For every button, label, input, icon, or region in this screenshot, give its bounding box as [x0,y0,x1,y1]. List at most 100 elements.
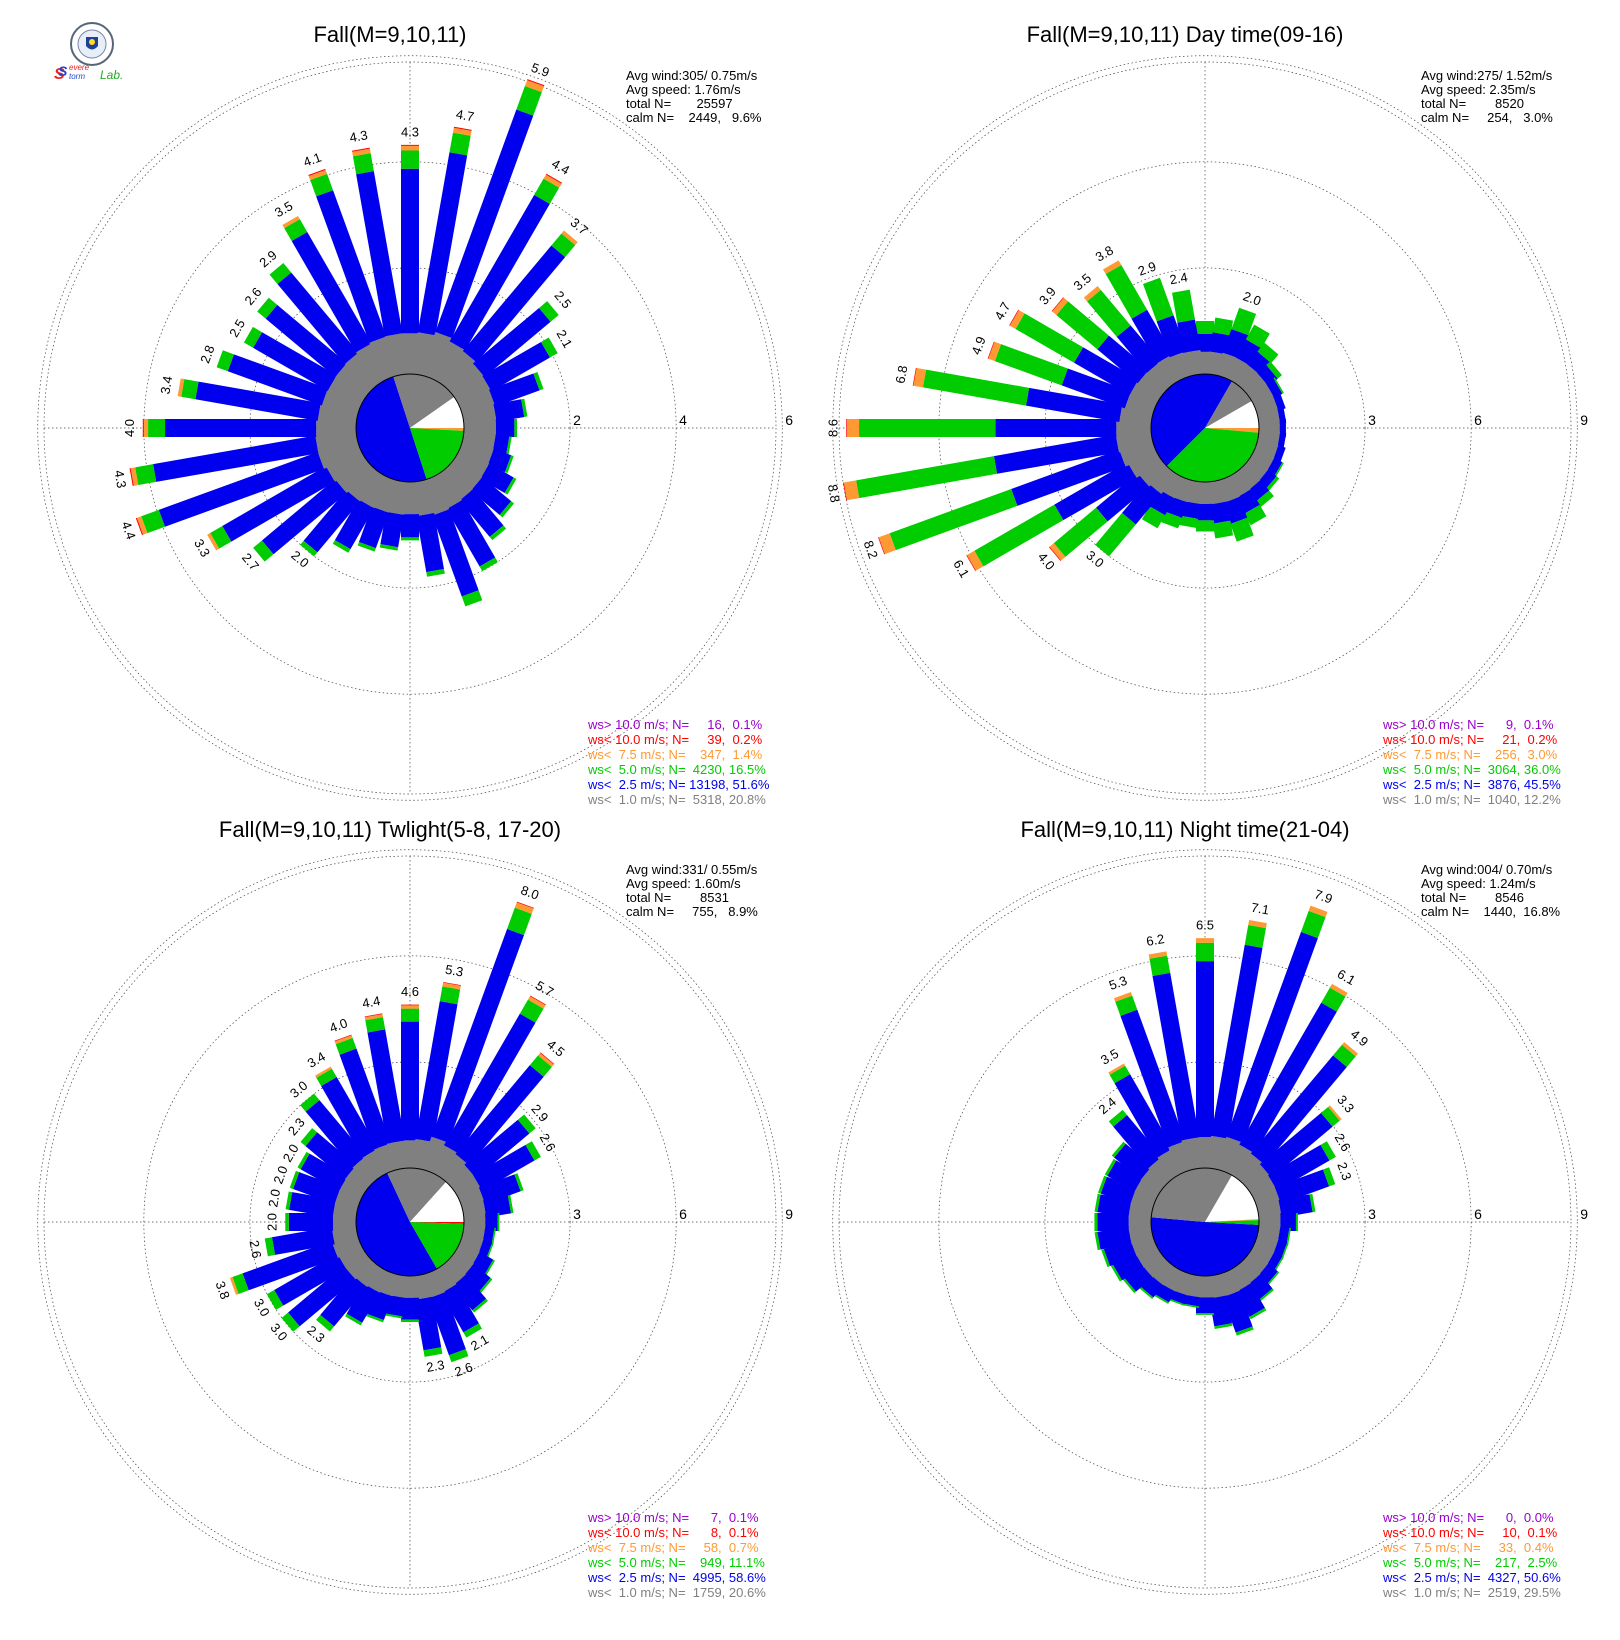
legend-entry-lt75: ws< 7.5 m/s; N= 33, 0.4% [1382,1540,1554,1555]
direction-bar-180 [1196,482,1214,532]
direction-bar-10: 7.1 [1205,900,1270,1171]
bar-segment-lt25 [495,419,515,437]
bar-segment-lt25 [1209,1295,1232,1327]
bar-segment-lt75 [1308,905,1328,918]
direction-bar-180 [401,482,419,541]
range-ring-1 [249,267,571,589]
bar-segment-lt1 [363,1264,391,1293]
bar-segment-lt75 [315,1066,332,1078]
bar-segment-lt25 [1116,325,1161,373]
ring-label-1: 3 [1368,412,1376,428]
bar-segment-lt25 [464,1119,530,1179]
bar-segment-lt25 [1246,1274,1273,1301]
bar-segment-lt10 [364,1013,383,1018]
bar-segment-lt5 [439,986,461,1005]
bar-segment-lt25 [261,479,347,555]
bar-segment-lt25 [1196,334,1214,352]
bar-segment-lt1 [452,1241,480,1268]
bar-segment-lt5 [1111,1141,1126,1158]
direction-bar-130 [445,1249,493,1294]
direction-bar-350: 6.2 [1145,931,1205,1171]
bar-segment-lt75 [130,467,139,486]
bar-segment-lt1 [445,363,485,401]
bar-segment-lt5 [499,501,515,518]
bar-segment-lt25 [380,511,404,548]
bar-segment-lt75 [136,516,148,535]
bar-segment-lt5 [1322,1167,1336,1187]
bar-segment-lt25 [165,419,317,437]
bar-segment-lt5 [1098,1175,1107,1194]
info-line-4: calm N= 2449, 9.6% [626,110,762,125]
bar-segment-lt1 [437,350,477,393]
logo-letter-s2: S [58,63,68,79]
bar-segment-lt5 [859,419,996,437]
bar-segment-lt75 [1248,919,1267,929]
direction-bar-220: 3.0 [1083,463,1178,571]
legend-entry-lt75: ws< 7.5 m/s; N= 58, 0.7% [587,1540,759,1555]
bar-segment-lt1 [358,470,391,509]
bar-segment-lt1 [420,332,453,381]
bar-segment-lt25 [483,1195,512,1218]
pie-slice-calm [410,1181,464,1222]
bar-segment-lt25 [485,1213,498,1231]
pie-slice-lt25 [355,376,427,483]
direction-bar-210 [1141,470,1186,529]
bar-segment-lt5 [1244,504,1267,526]
bar-segment-lt25 [1096,472,1150,522]
direction-bar-300: 4.7 [991,299,1163,409]
bar-segment-lt25 [1113,1252,1144,1281]
bar-value-label: 3.3 [191,536,213,559]
bar-segment-lt25 [367,1029,405,1144]
direction-bar-40: 4.5 [437,1037,568,1187]
info-line-2: Avg speed: 1.24m/s [1421,876,1536,891]
bar-segment-lt1 [1129,379,1163,409]
panel-title: Fall(M=9,10,11) [313,22,466,47]
direction-bar-250: 8.2 [861,438,1158,561]
bar-segment-lt5 [519,999,544,1023]
bar-segment-lt5 [257,297,278,319]
bar-value-label: 2.6 [453,1359,475,1379]
pie-slice-lt75 [410,428,465,431]
bar-segment-lt25 [401,168,419,334]
bar-segment-lt1 [429,341,466,386]
bar-value-label: 2.0 [1241,288,1263,308]
bar-value-label: 4.0 [327,1015,349,1035]
bar-segment-lt5 [461,590,483,607]
bar-segment-lt1 [1215,1136,1244,1175]
bar-segment-lt75 [401,1005,419,1009]
bar-segment-lt25 [277,272,359,365]
pie-outline [355,373,465,483]
bar-segment-lt25 [480,463,514,494]
bar-segment-lt25 [1100,1176,1137,1205]
bar-segment-lt25 [1107,1160,1144,1192]
bar-segment-lt5 [1255,490,1274,508]
bar-segment-lt25 [356,171,403,337]
logo-text-evere: evere [69,63,90,72]
bar-value-label: 4.0 [122,419,137,437]
pie-slice-calm [410,397,464,428]
bar-segment-lt25 [334,499,375,550]
bar-segment-lt5 [1281,1242,1289,1260]
bar-segment-lt1 [371,475,400,513]
bar-segment-lt25 [440,1284,479,1333]
bar-segment-lt1 [387,1140,410,1171]
bar-segment-lt5 [1273,462,1284,479]
bar-value-label: 4.3 [401,124,419,139]
bar-segment-lt5 [1196,1312,1214,1315]
bar-segment-lt25 [473,1144,535,1191]
bar-value-label: 4.4 [361,993,381,1011]
bar-segment-lt5 [1295,1213,1298,1231]
bar-segment-lt25 [452,1274,487,1311]
bar-segment-lt1 [1232,364,1261,393]
direction-bar-30: 4.4 [429,156,572,386]
pie-slice-lt75 [1205,428,1259,433]
direction-bar-120 [452,447,517,495]
bar-segment-lt75 [1148,951,1168,959]
bar-segment-lt25 [271,1226,335,1255]
pie-slice-lt1 [1205,381,1252,428]
bar-segment-lt5 [514,1173,524,1192]
bar-segment-lt5 [505,455,514,474]
bar-segment-lt5 [1266,1271,1280,1287]
bar-segment-lt5 [507,1195,514,1214]
bar-segment-lt75 [352,148,371,157]
